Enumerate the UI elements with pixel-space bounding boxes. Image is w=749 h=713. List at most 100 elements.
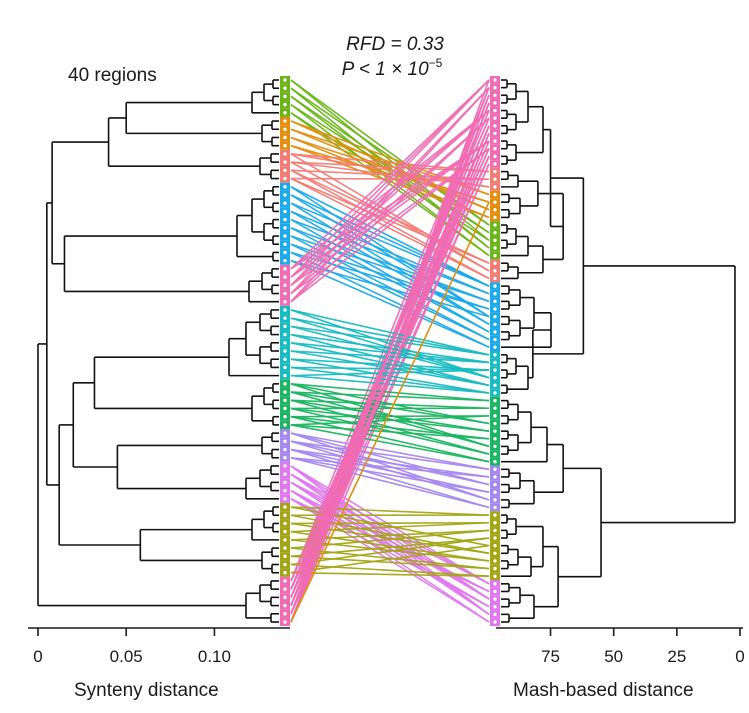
left-bar-dot xyxy=(283,94,287,99)
left-bar-dot xyxy=(283,217,287,222)
connector-line xyxy=(290,109,490,286)
left-bar-dot xyxy=(283,283,287,288)
left-bar-dot xyxy=(283,143,287,148)
connector-line xyxy=(290,456,490,478)
left-bar-dot xyxy=(283,258,287,263)
right-bar-dot xyxy=(493,582,497,586)
right-bar-dot xyxy=(493,314,497,319)
right-bar-dot xyxy=(493,177,497,181)
left-bar-dot xyxy=(283,119,287,123)
left-bar-dot xyxy=(283,398,287,402)
left-dendrogram xyxy=(37,79,279,623)
right-bar-dot xyxy=(493,101,497,105)
left-bar-dot xyxy=(283,472,287,476)
left-bar-dot xyxy=(283,152,287,156)
left-axis-ticks: 0 0.05 0.10 xyxy=(33,628,231,666)
left-bar-dot xyxy=(283,193,287,197)
connector-line xyxy=(290,456,490,494)
connector-line xyxy=(290,117,490,295)
right-bar-dot xyxy=(493,421,497,426)
connector-line xyxy=(290,424,490,440)
left-bar-dot xyxy=(283,562,287,567)
left-bar-dot xyxy=(283,332,287,337)
right-bar-dot xyxy=(493,498,497,502)
left-bar-dot xyxy=(283,538,287,542)
right-bar-dot xyxy=(493,162,497,166)
left-bar-dot xyxy=(283,571,287,575)
connector-line xyxy=(290,309,490,356)
right-axis-title: Mash-based distance xyxy=(513,680,694,701)
left-bar-dot xyxy=(283,423,287,427)
connector-line xyxy=(290,415,490,440)
right-bar-dot xyxy=(493,292,497,296)
left-axis-title: Synteny distance xyxy=(74,680,219,701)
right-bar-dot xyxy=(493,200,497,204)
connector-line xyxy=(290,537,490,566)
left-bar-dot xyxy=(283,234,287,238)
right-bar-dot xyxy=(493,124,497,128)
connector-line xyxy=(290,424,490,463)
right-bar-dot xyxy=(493,269,497,273)
right-bar-dot xyxy=(493,521,497,525)
connector-line xyxy=(290,432,490,471)
left-bar-dot xyxy=(283,226,287,230)
left-bar-dot xyxy=(283,529,287,534)
connector-line xyxy=(290,448,490,478)
left-bar-dot xyxy=(283,488,287,493)
right-bar-dot xyxy=(493,208,497,212)
right-bar-dot xyxy=(493,574,497,578)
connector-line xyxy=(290,218,490,295)
connector-line xyxy=(290,350,490,364)
right-bar-dot xyxy=(493,444,497,449)
connector-line xyxy=(290,544,490,574)
right-bar-dot xyxy=(493,490,497,494)
regions-count-label: 40 regions xyxy=(68,65,157,86)
connector-line xyxy=(290,539,490,562)
left-bar-dot xyxy=(283,414,287,419)
connector-line xyxy=(290,186,490,318)
connector-line xyxy=(290,440,490,471)
connector-line xyxy=(290,358,490,371)
right-bar-dot xyxy=(493,459,497,464)
left-bar-dot xyxy=(283,267,287,271)
left-bar-dot xyxy=(283,201,287,205)
connector-line xyxy=(290,210,490,295)
connector-line xyxy=(290,309,490,379)
right-bar-dot xyxy=(493,284,497,288)
right-bar-dot xyxy=(493,307,497,311)
right-bar-dot xyxy=(493,253,497,258)
connector-line xyxy=(290,177,490,280)
right-bar-dot xyxy=(493,437,497,441)
connector-line xyxy=(290,415,490,418)
left-bar-dot xyxy=(283,78,287,82)
left-bar-dot xyxy=(283,185,287,189)
right-bar-dot xyxy=(493,238,497,243)
right-bar-dot xyxy=(493,116,497,120)
left-bar-dot xyxy=(283,505,287,509)
right-bar-dot xyxy=(493,391,497,395)
connector-line xyxy=(290,489,490,623)
connector-line xyxy=(290,251,490,348)
left-bar-dot xyxy=(283,275,287,279)
right-bar-dot xyxy=(493,299,497,304)
connector-line xyxy=(290,235,490,341)
left-bar-dot xyxy=(283,620,287,624)
connector-line xyxy=(290,186,490,287)
p-value-exponent: −5 xyxy=(429,56,443,70)
left-axis-tick-label: 0 xyxy=(33,647,42,666)
right-bar-dot xyxy=(493,169,497,174)
connector-line xyxy=(290,333,490,387)
left-bar-dot xyxy=(283,86,287,90)
p-value-main: P < 1 × 10 xyxy=(342,59,429,80)
left-bar-dot xyxy=(283,521,287,526)
left-bar-dot xyxy=(283,554,287,559)
right-bar-dot xyxy=(493,383,497,388)
left-bar-dot xyxy=(283,242,287,246)
connector-line xyxy=(290,202,490,325)
right-bar-dot xyxy=(493,192,497,197)
left-bar-dot xyxy=(283,373,287,378)
right-bar-dot xyxy=(493,566,497,571)
left-bar-dot xyxy=(283,300,287,304)
right-axis-tick-label: 0 xyxy=(735,647,744,666)
left-bar-dot xyxy=(283,431,287,435)
